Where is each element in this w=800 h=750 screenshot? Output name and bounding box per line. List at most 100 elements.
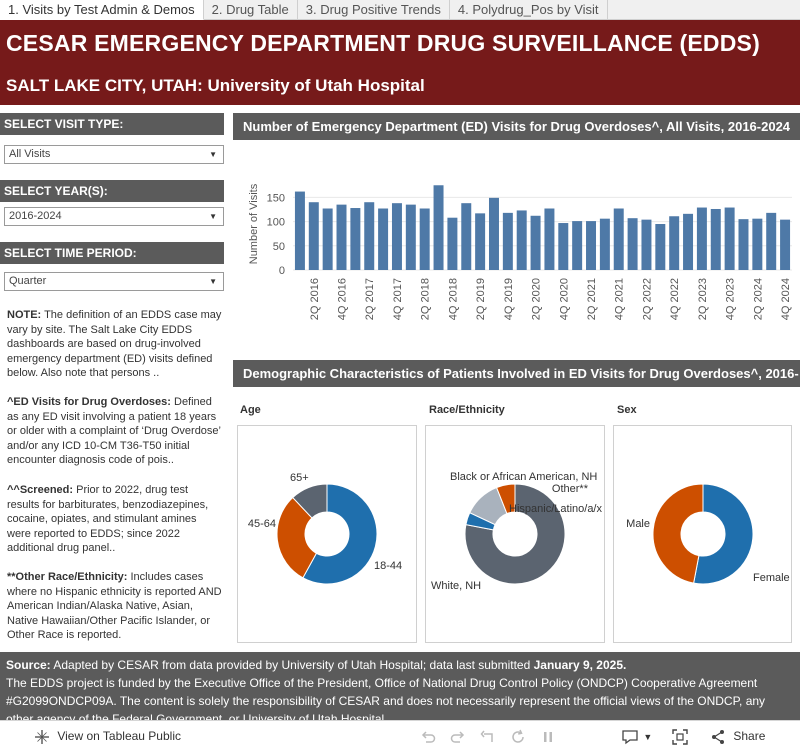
- visit-type-dropdown[interactable]: All Visits ▼: [4, 145, 224, 164]
- bar-1Q-2023[interactable]: [683, 213, 694, 270]
- bar-2Q-2024[interactable]: [752, 218, 763, 270]
- bar-1Q-2018[interactable]: [405, 204, 416, 270]
- visit-type-label: SELECT VISIT TYPE:: [0, 113, 224, 135]
- chevron-down-icon: ▼: [643, 732, 653, 742]
- age-panel-title: Age: [240, 404, 261, 416]
- age-donut-panel: 18-44 45-64 65+: [237, 425, 417, 643]
- demographics-chart-title: Demographic Characteristics of Patients …: [233, 360, 800, 387]
- tab-visits-by-test-admin[interactable]: 1. Visits by Test Admin & Demos: [0, 0, 204, 20]
- slice-label: 18-44: [374, 560, 402, 572]
- bar-3Q-2023[interactable]: [710, 208, 721, 270]
- bar-1Q-2020[interactable]: [516, 210, 527, 270]
- bar-4Q-2016[interactable]: [336, 204, 347, 270]
- undo-button[interactable]: [420, 721, 436, 750]
- bar-1Q-2021[interactable]: [572, 221, 583, 270]
- bar-3Q-2019[interactable]: [488, 197, 499, 270]
- bar-3Q-2017[interactable]: [378, 208, 389, 270]
- tab-polydrug-pos[interactable]: 4. Polydrug_Pos by Visit: [450, 0, 608, 20]
- slice-label: 45-64: [248, 518, 276, 530]
- tableau-toolbar: View on Tableau Public ▼ Share: [0, 720, 800, 750]
- years-dropdown[interactable]: 2016-2024 ▼: [4, 207, 224, 226]
- sex-donut-panel: Female Male: [613, 425, 792, 643]
- bar-1Q-2019[interactable]: [461, 203, 472, 270]
- note-body: The definition of an EDDS case may vary …: [7, 309, 222, 379]
- bar-4Q-2020[interactable]: [558, 223, 569, 270]
- fullscreen-icon: [672, 729, 688, 745]
- bar-2Q-2020[interactable]: [530, 215, 541, 270]
- bar-2Q-2023[interactable]: [696, 207, 707, 270]
- bar-2Q-2017[interactable]: [364, 202, 375, 270]
- slice-18-44[interactable]: [302, 483, 378, 585]
- x-tick-label: 2Q 2020: [531, 278, 543, 320]
- bar-3Q-2024[interactable]: [766, 212, 777, 270]
- bar-4Q-2018[interactable]: [447, 217, 458, 270]
- bar-1Q-2016[interactable]: [294, 191, 305, 270]
- bar-2Q-2018[interactable]: [419, 208, 430, 270]
- bar-3Q-2018[interactable]: [433, 185, 444, 270]
- race-donut-chart[interactable]: White, NH Black or African American, NHOt…: [426, 426, 604, 642]
- bar-3Q-2022[interactable]: [655, 224, 666, 270]
- view-on-tableau-link[interactable]: View on Tableau Public: [34, 721, 181, 750]
- refresh-icon: [512, 729, 524, 743]
- note-other-race: **Other Race/Ethnicity: Includes cases w…: [7, 570, 223, 643]
- bar-1Q-2017[interactable]: [350, 208, 361, 270]
- x-tick-label: 4Q 2016: [337, 278, 349, 320]
- time-period-dropdown[interactable]: Quarter ▼: [4, 272, 224, 291]
- slice-hispanic-latino-a-x[interactable]: [495, 483, 516, 515]
- x-tick-label: 2Q 2023: [697, 278, 709, 320]
- bar-4Q-2022[interactable]: [669, 216, 680, 270]
- bar-2Q-2019[interactable]: [475, 213, 486, 270]
- age-donut-chart[interactable]: 18-44 45-64 65+: [238, 426, 416, 642]
- revert-button[interactable]: [480, 721, 496, 750]
- note-body: Defined as any ED visit involving a pati…: [7, 396, 221, 466]
- pause-button[interactable]: [540, 721, 556, 750]
- dropdown-arrow-icon: ▼: [209, 277, 217, 286]
- bar-4Q-2017[interactable]: [391, 203, 402, 270]
- redo-button[interactable]: [450, 721, 466, 750]
- bar-1Q-2024[interactable]: [738, 219, 749, 270]
- filter-sidebar: SELECT VISIT TYPE: All Visits ▼ SELECT Y…: [0, 113, 228, 650]
- tab-drug-positive-trends[interactable]: 3. Drug Positive Trends: [298, 0, 450, 20]
- bar-3Q-2020[interactable]: [544, 208, 555, 270]
- x-tick-label: 2Q 2018: [420, 278, 432, 320]
- refresh-button[interactable]: [510, 721, 526, 750]
- x-tick-label: 4Q 2023: [725, 278, 737, 320]
- slice-label: Male: [626, 518, 650, 530]
- bar-4Q-2019[interactable]: [502, 212, 513, 270]
- bar-4Q-2023[interactable]: [724, 207, 735, 270]
- bar-2Q-2022[interactable]: [641, 219, 652, 270]
- x-tick-label: 2Q 2024: [752, 278, 764, 320]
- slice-white-nh[interactable]: [464, 483, 566, 585]
- bar-4Q-2024[interactable]: [780, 219, 791, 270]
- bar-4Q-2021[interactable]: [613, 208, 624, 270]
- slice-female[interactable]: [693, 483, 754, 585]
- note-definition: NOTE: The definition of an EDDS case may…: [7, 308, 223, 381]
- note-body: Includes cases where no Hispanic ethnici…: [7, 571, 222, 641]
- slice-65-[interactable]: [292, 483, 328, 519]
- bar-3Q-2016[interactable]: [322, 208, 333, 270]
- dropdown-arrow-icon: ▼: [209, 212, 217, 221]
- x-tick-label: 4Q 2019: [503, 278, 515, 320]
- bar-2Q-2016[interactable]: [308, 202, 319, 270]
- comment-button[interactable]: ▼: [622, 721, 652, 750]
- bar-1Q-2022[interactable]: [627, 218, 638, 270]
- visits-bar-chart[interactable]: 0 50 100 150 Number of Visits 2Q 2016 4Q 2016 2…: [233, 140, 800, 350]
- x-tick-label: 2Q 2016: [309, 278, 321, 320]
- bar-2Q-2021[interactable]: [586, 221, 597, 270]
- source-line: Source: Adapted by CESAR from data provi…: [6, 656, 794, 674]
- sex-panel-title: Sex: [617, 404, 637, 416]
- time-period-value: Quarter: [9, 275, 47, 287]
- y-tick-label: 100: [267, 217, 285, 229]
- note-screened: ^^Screened: Prior to 2022, drug test res…: [7, 483, 223, 556]
- x-tick-label: 4Q 2017: [392, 278, 404, 320]
- bar-3Q-2021[interactable]: [599, 218, 610, 270]
- sex-donut-chart[interactable]: Female Male: [614, 426, 791, 642]
- slice-male[interactable]: [652, 483, 704, 584]
- tab-drug-table[interactable]: 2. Drug Table: [204, 0, 298, 20]
- note-head: ^ED Visits for Drug Overdoses:: [7, 396, 171, 408]
- pause-icon: [544, 731, 552, 742]
- share-button[interactable]: Share: [710, 721, 765, 750]
- funding-text: The EDDS project is funded by the Execut…: [6, 676, 766, 720]
- slice-45-64[interactable]: [276, 496, 318, 579]
- fullscreen-button[interactable]: [672, 721, 688, 750]
